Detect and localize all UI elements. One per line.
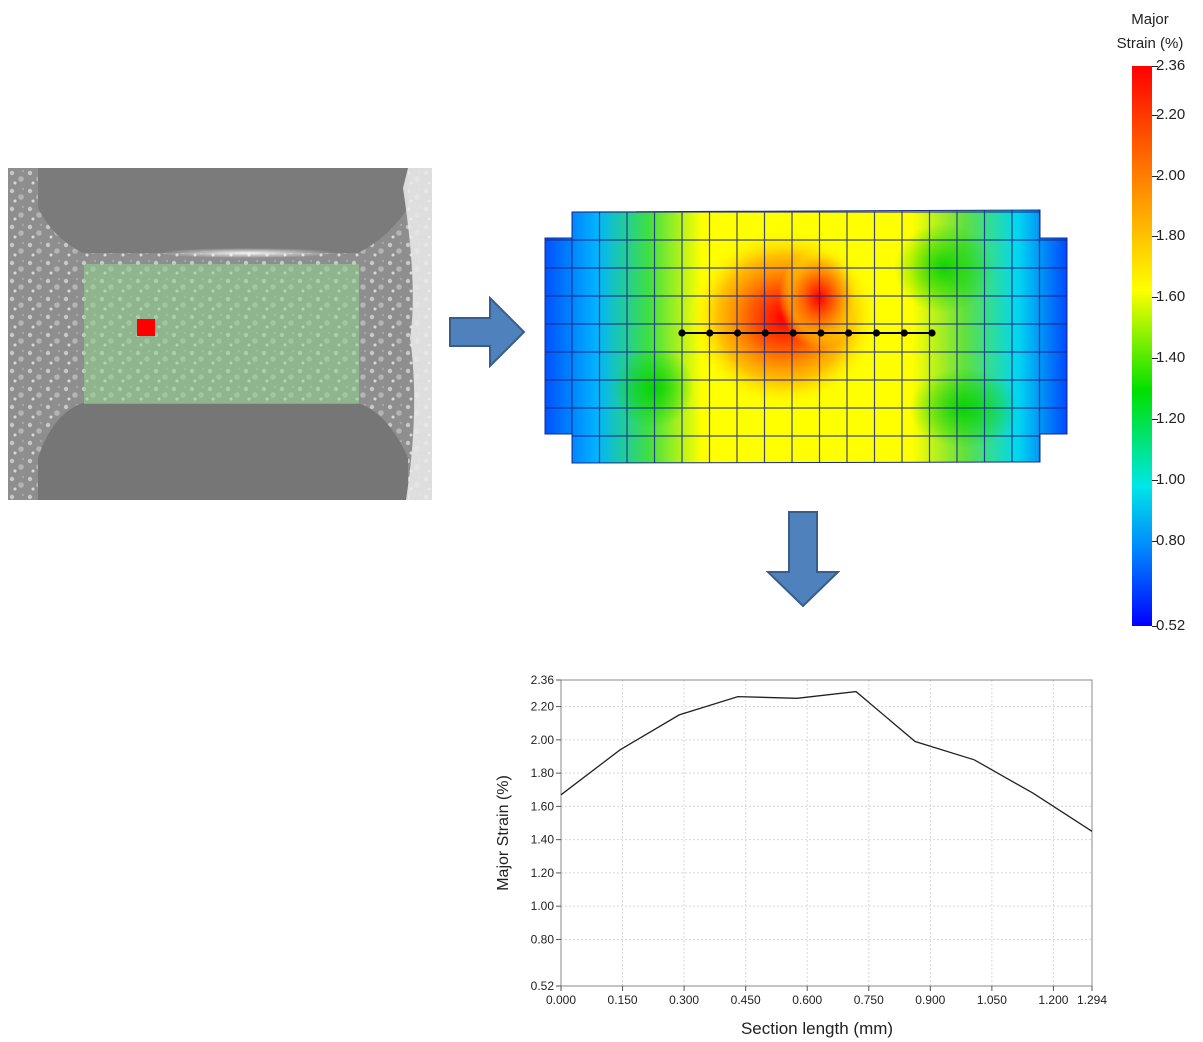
section-point xyxy=(845,329,853,337)
specimen-image xyxy=(8,168,432,500)
colorbar-tick xyxy=(1152,66,1158,67)
y-tick-label: 1.40 xyxy=(531,833,555,847)
colorbar-tick-label: 0.80 xyxy=(1156,531,1186,549)
colorbar-tick-label: 1.80 xyxy=(1156,227,1186,245)
colorbar-tick-label: 1.00 xyxy=(1156,470,1186,488)
x-tick-label: 1.200 xyxy=(1038,993,1068,1007)
section-point xyxy=(872,329,881,337)
colorbar-tick-label: 1.60 xyxy=(1156,288,1186,306)
colorbar-tick xyxy=(1152,114,1158,116)
x-tick-label: 1.050 xyxy=(977,993,1007,1007)
colorbar-tick xyxy=(1152,297,1158,299)
colorbar-tick xyxy=(1152,479,1158,481)
x-tick-label: 0.600 xyxy=(792,993,822,1007)
colorbar-tick xyxy=(1152,419,1158,421)
colorbar-tick xyxy=(1152,358,1158,360)
arrow-right-icon xyxy=(449,296,526,368)
y-tick-label: 1.60 xyxy=(531,799,555,813)
x-tick-label: 1.294 xyxy=(1077,993,1107,1007)
reference-marker xyxy=(137,319,155,336)
y-tick-label: 1.80 xyxy=(531,766,555,780)
region-of-interest xyxy=(84,264,359,404)
y-axis-label: Major Strain (%) xyxy=(495,775,512,891)
colorbar-gradient xyxy=(1132,66,1152,626)
colorbar-tick xyxy=(1152,626,1158,627)
section-point xyxy=(817,329,825,337)
strain-field-map xyxy=(544,209,1068,464)
colorbar-tick xyxy=(1152,540,1158,542)
section-point xyxy=(761,329,769,337)
y-tick-label: 1.00 xyxy=(531,899,555,913)
y-tick-label: 2.36 xyxy=(531,673,555,687)
section-point xyxy=(733,329,742,337)
section-point xyxy=(678,329,686,337)
colorbar-tick-label: 1.40 xyxy=(1156,349,1186,367)
section-point xyxy=(789,329,797,337)
y-tick-label: 2.20 xyxy=(531,700,555,714)
colorbar-title-unit: Strain (%) xyxy=(1116,35,1184,52)
arrow-down-icon xyxy=(766,511,840,608)
y-tick-label: 0.52 xyxy=(531,979,555,993)
colorbar-tick-label: 1.20 xyxy=(1156,410,1186,428)
x-tick-label: 0.750 xyxy=(854,993,884,1007)
x-tick-label: 0.450 xyxy=(731,993,761,1007)
section-point xyxy=(900,329,908,337)
y-tick-label: 2.00 xyxy=(531,733,555,747)
x-axis-label: Section length (mm) xyxy=(741,1019,893,1038)
colorbar-tick xyxy=(1152,236,1158,238)
colorbar-tick-label: 2.36 xyxy=(1156,57,1186,74)
y-tick-label: 1.20 xyxy=(531,866,555,880)
section-point xyxy=(706,329,714,337)
colorbar: Major Strain (%) 2.36 2.20 2.00 1.80 1.60 1.4… xyxy=(1100,0,1203,640)
y-tick-label: 0.80 xyxy=(531,932,555,946)
colorbar-tick-label: 0.52 xyxy=(1156,617,1186,634)
x-tick-label: 0.900 xyxy=(915,993,945,1007)
section-line-plot: 0.52 0.80 1.00 1.20 1.40 1.60 1.80 2.00 2.20 2.36… xyxy=(495,673,1107,1038)
section-point xyxy=(928,329,936,337)
colorbar-title: Major xyxy=(1131,11,1169,28)
series-line xyxy=(560,690,1093,832)
x-tick-label: 0.150 xyxy=(608,993,638,1007)
colorbar-tick-label: 2.20 xyxy=(1156,105,1186,123)
colorbar-tick xyxy=(1152,175,1158,177)
colorbar-tick-label: 2.00 xyxy=(1156,166,1186,184)
x-tick-label: 0.000 xyxy=(546,993,576,1007)
x-tick-label: 0.300 xyxy=(669,993,699,1007)
